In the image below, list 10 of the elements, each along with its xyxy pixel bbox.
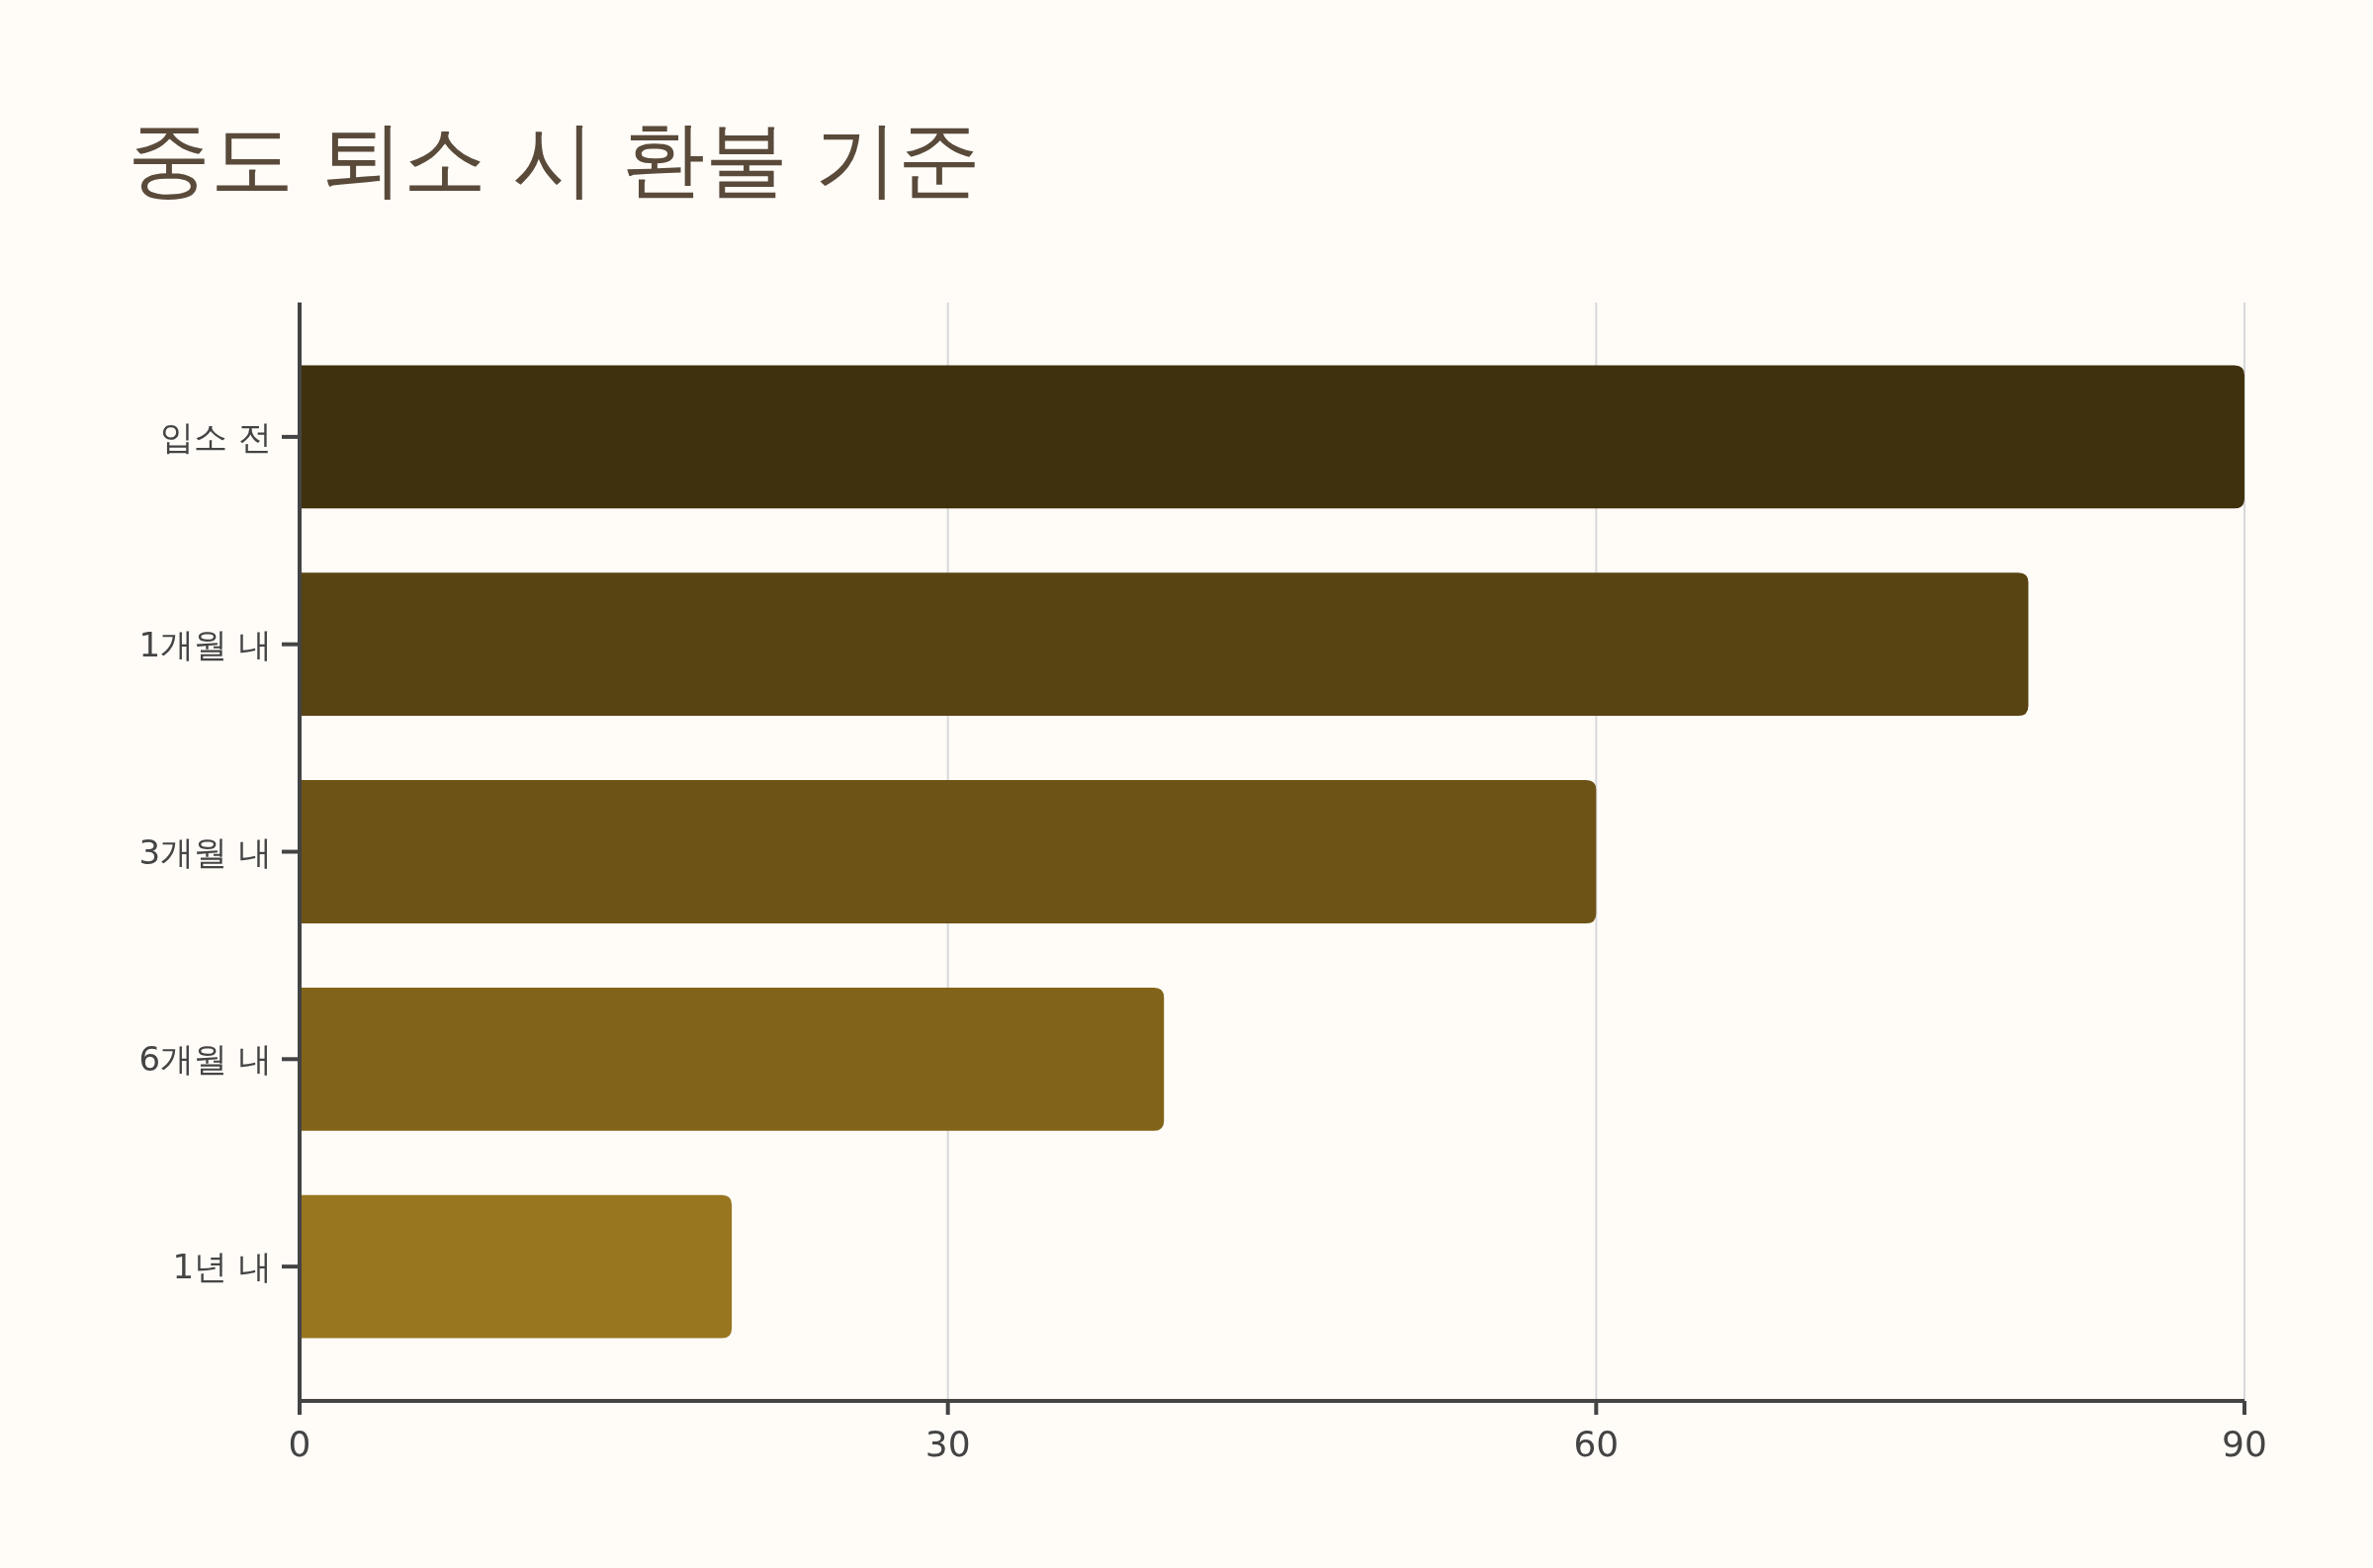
y-tick-label: 3개월 내	[138, 831, 272, 872]
y-tick-label: 입소 전	[160, 416, 272, 457]
x-tick-label: 0	[288, 1424, 311, 1464]
y-tick-label: 1년 내	[172, 1247, 272, 1287]
y-tick-label: 1개월 내	[138, 624, 272, 664]
title: 중도 퇴소 시 환불 기준	[128, 111, 981, 208]
x-tick-label: 60	[1573, 1424, 1620, 1464]
x-tick-label: 90	[2222, 1424, 2267, 1464]
x-tick-label: 30	[924, 1424, 971, 1464]
y-tick-label: 6개월 내	[138, 1039, 272, 1080]
